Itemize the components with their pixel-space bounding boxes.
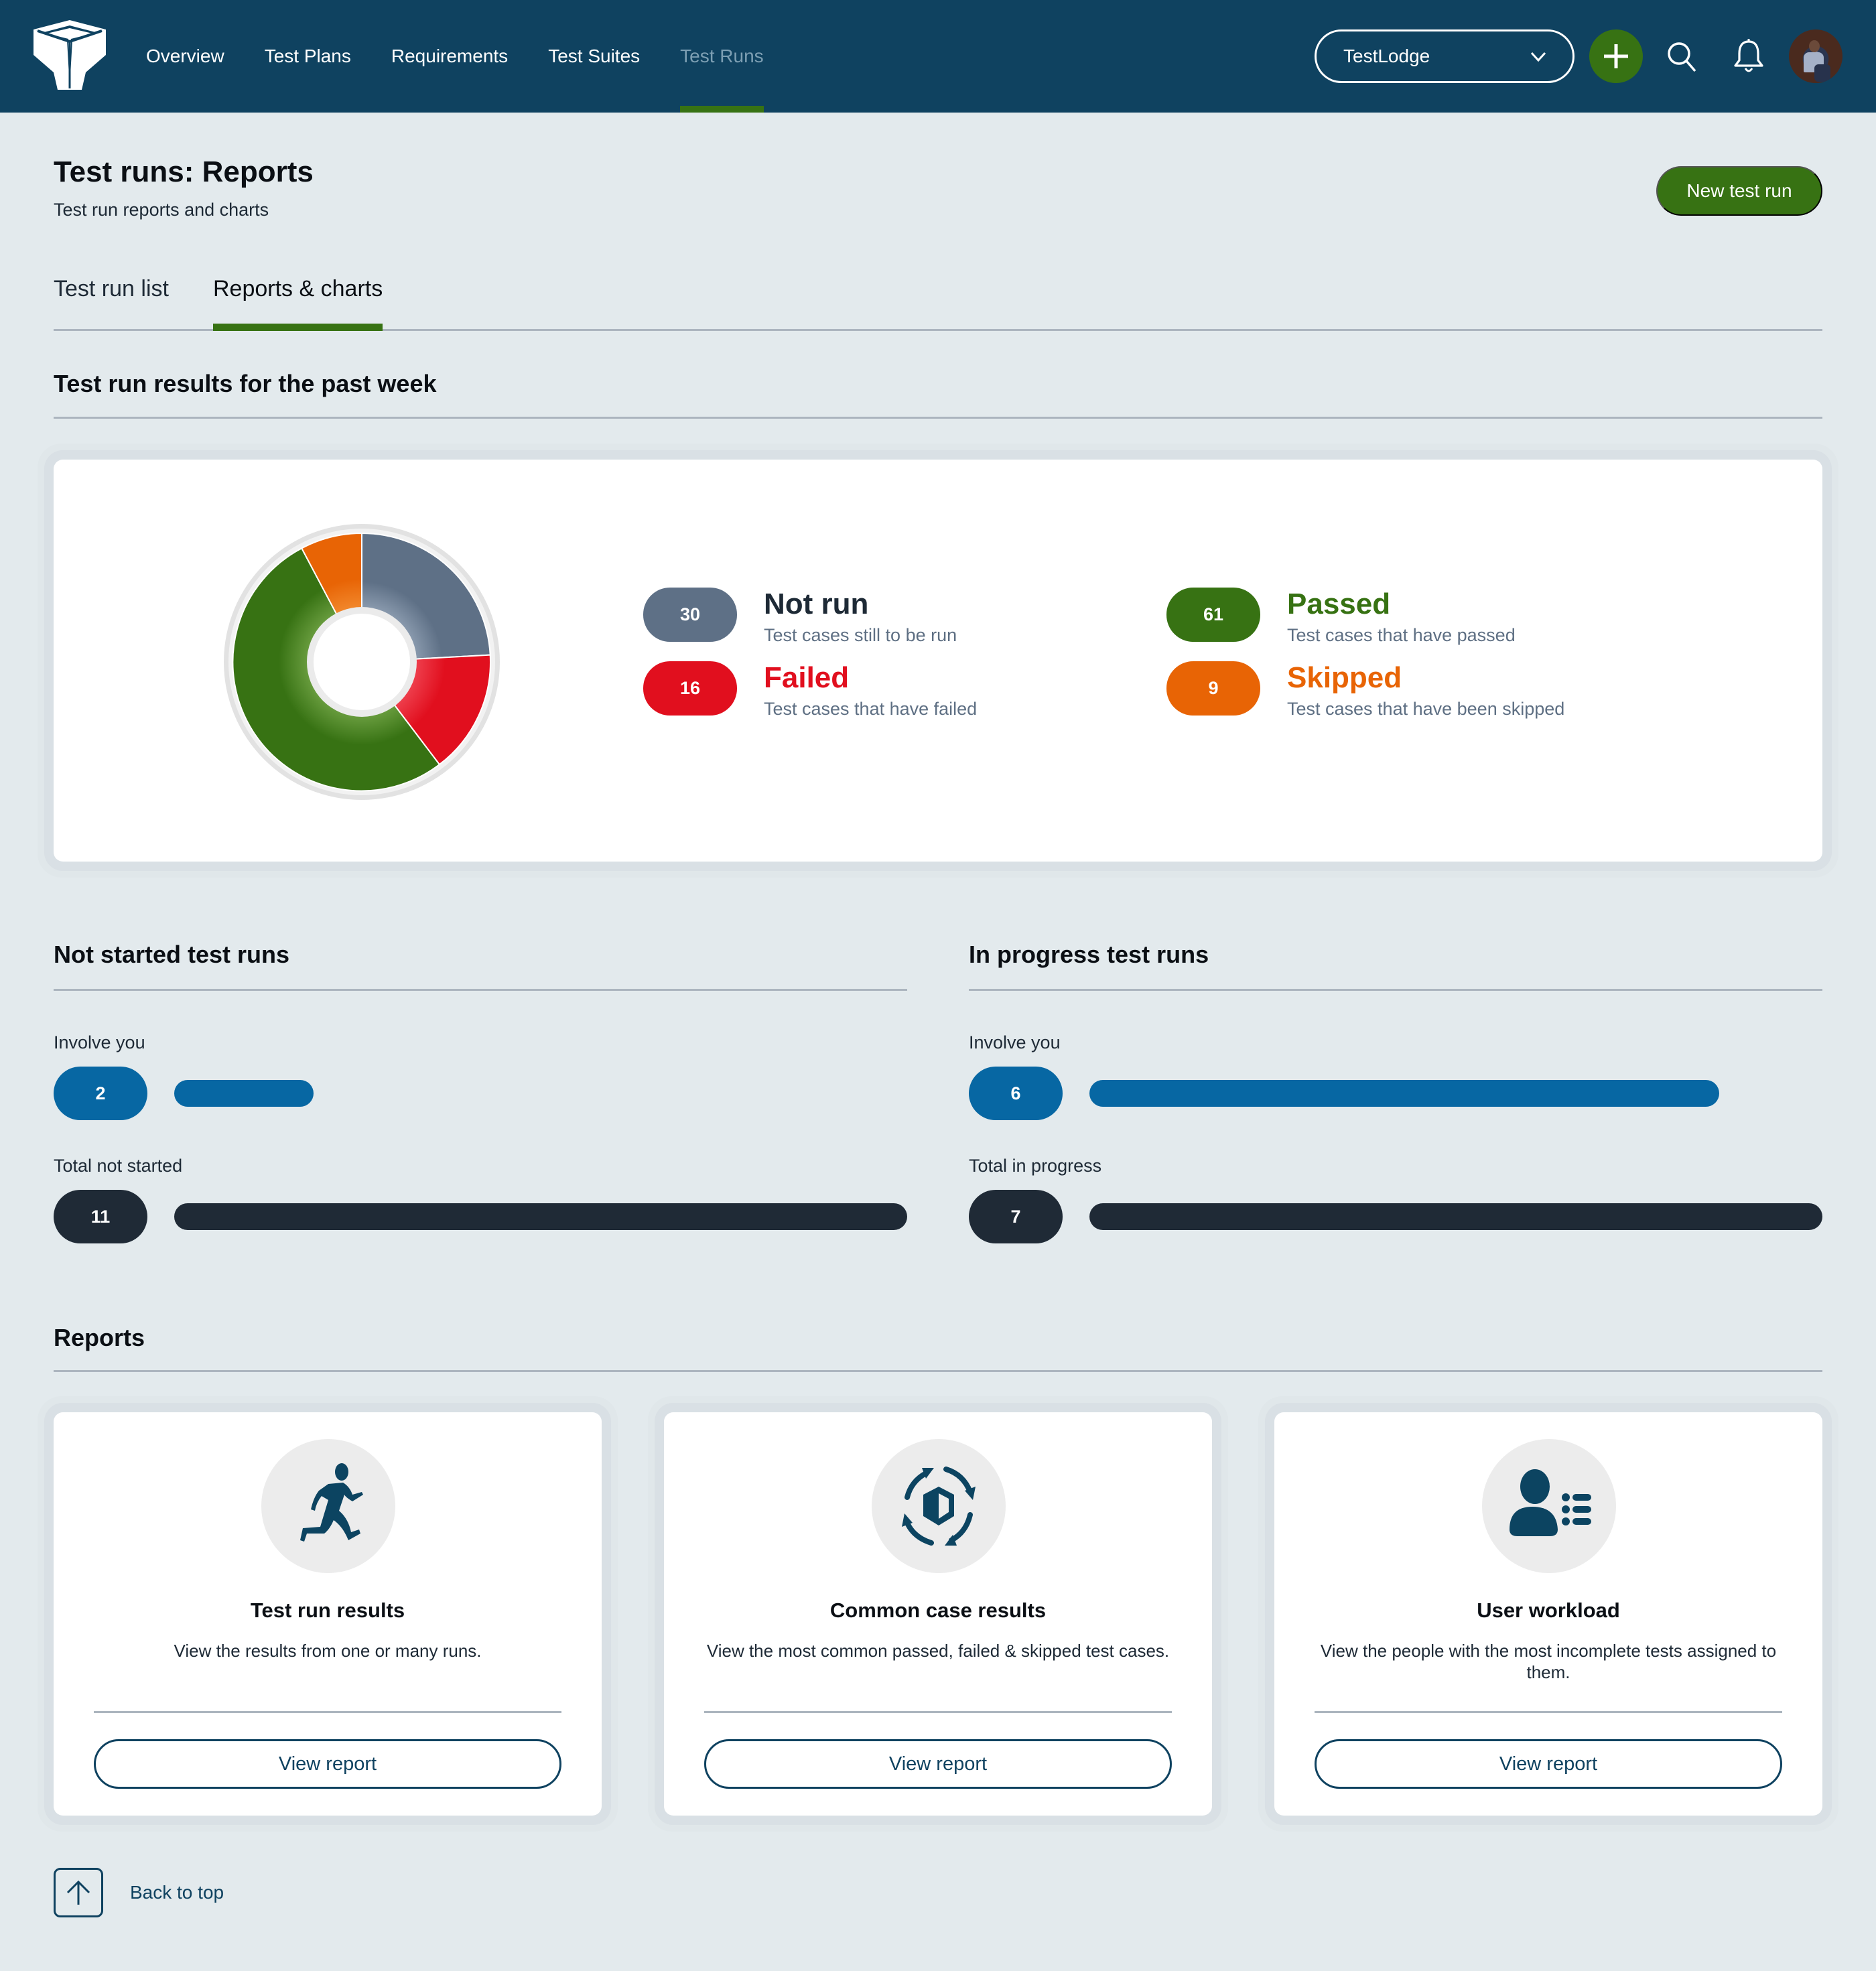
not-started-total-label: Total not started <box>54 1156 183 1176</box>
in-progress-divider <box>969 989 1822 991</box>
plus-icon <box>1604 44 1628 68</box>
legend-desc-not-run: Test cases still to be run <box>764 625 957 645</box>
tab-reports-charts[interactable]: Reports & charts <box>213 276 383 331</box>
count-badge-failed[interactable]: 16 <box>643 661 737 716</box>
project-selector-value: TestLodge <box>1343 46 1430 66</box>
report-card-common-case-results: Common case results View the most common… <box>664 1412 1212 1816</box>
nav-requirements[interactable]: Requirements <box>391 46 509 66</box>
page-tabs: Test run list Reports & charts <box>54 268 1822 331</box>
main-nav: Overview Test Plans Requirements Test Su… <box>146 0 804 113</box>
add-button[interactable] <box>1589 29 1643 83</box>
report-icon-circle <box>261 1439 395 1573</box>
results-donut-chart[interactable] <box>222 523 501 801</box>
top-navigation-bar: Overview Test Plans Requirements Test Su… <box>0 0 1876 113</box>
user-list-icon <box>1510 1469 1591 1536</box>
project-selector[interactable]: TestLodge <box>1315 29 1574 83</box>
in-progress-heading: In progress test runs <box>969 941 1209 968</box>
back-to-top-label: Back to top <box>130 1882 224 1903</box>
report-title: User workload <box>1477 1599 1620 1622</box>
count-badge-skipped[interactable]: 9 <box>1166 661 1260 716</box>
results-summary-card: 30 Not run Test cases still to be run 16… <box>54 460 1822 862</box>
legend-passed: 61 Passed Test cases that have passed <box>1166 588 1516 646</box>
notifications-button[interactable] <box>1729 36 1769 76</box>
report-card-test-run-results: Test run results View the results from o… <box>54 1412 602 1816</box>
not-started-involve-label: Involve you <box>54 1032 145 1052</box>
legend-failed: 16 Failed Test cases that have failed <box>643 661 977 720</box>
report-description: View the most common passed, failed & sk… <box>706 1641 1170 1661</box>
page-title: Test runs: Reports <box>54 155 314 188</box>
view-report-button[interactable]: View report <box>94 1739 561 1789</box>
report-card-divider <box>704 1711 1172 1713</box>
report-icon-circle <box>1482 1439 1616 1573</box>
chevron-down-icon <box>1530 52 1546 62</box>
legend-skipped: 9 Skipped Test cases that have been skip… <box>1166 661 1564 720</box>
report-card-divider <box>94 1711 561 1713</box>
search-icon <box>1668 42 1696 72</box>
nav-test-runs[interactable]: Test Runs <box>680 0 764 113</box>
arrow-up-icon <box>66 1880 90 1905</box>
not-started-heading: Not started test runs <box>54 941 290 968</box>
tab-test-run-list[interactable]: Test run list <box>54 276 169 301</box>
count-badge-not-run[interactable]: 30 <box>643 588 737 642</box>
not-started-involve-count[interactable]: 2 <box>54 1067 147 1120</box>
report-description: View the results from one or many runs. <box>174 1641 482 1661</box>
legend-label-failed: Failed <box>764 661 850 694</box>
running-person-icon <box>300 1463 363 1542</box>
not-started-divider <box>54 989 907 991</box>
in-progress-involve-bar[interactable] <box>1089 1080 1719 1107</box>
cycle-icon <box>902 1467 976 1546</box>
reports-heading: Reports <box>54 1324 145 1351</box>
legend-label-not-run: Not run <box>764 588 869 620</box>
legend-desc-passed: Test cases that have passed <box>1287 625 1516 645</box>
report-description: View the people with the most incomplete… <box>1320 1641 1777 1682</box>
back-to-top-button[interactable] <box>54 1868 103 1917</box>
avatar-head <box>1809 40 1820 52</box>
avatar-legs <box>1814 64 1830 82</box>
testlodge-logo-icon[interactable] <box>32 20 107 90</box>
count-badge-passed[interactable]: 61 <box>1166 588 1260 642</box>
in-progress-involve-label: Involve you <box>969 1032 1061 1052</box>
not-started-total-bar[interactable] <box>174 1203 907 1230</box>
in-progress-total-bar[interactable] <box>1089 1203 1822 1230</box>
legend-not-run: 30 Not run Test cases still to be run <box>643 588 957 646</box>
legend-desc-failed: Test cases that have failed <box>764 699 978 719</box>
new-test-run-button[interactable]: New test run <box>1656 166 1822 216</box>
report-icon-circle <box>872 1439 1006 1573</box>
report-card-divider <box>1315 1711 1782 1713</box>
search-button[interactable] <box>1662 36 1702 76</box>
results-heading: Test run results for the past week <box>54 370 437 397</box>
report-title: Test run results <box>250 1599 405 1622</box>
report-title: Common case results <box>829 1599 1047 1622</box>
legend-label-passed: Passed <box>1287 588 1391 620</box>
nav-overview[interactable]: Overview <box>146 46 224 66</box>
view-report-button[interactable]: View report <box>1315 1739 1782 1789</box>
user-avatar[interactable] <box>1789 29 1842 83</box>
results-divider <box>54 417 1822 419</box>
report-card-user-workload: User workload View the people with the m… <box>1274 1412 1822 1816</box>
not-started-total-count[interactable]: 11 <box>54 1190 147 1243</box>
bell-icon <box>1734 39 1763 72</box>
legend-desc-skipped: Test cases that have been skipped <box>1287 699 1565 719</box>
back-to-top-link[interactable]: Back to top <box>54 1868 224 1917</box>
in-progress-total-count[interactable]: 7 <box>969 1190 1063 1243</box>
view-report-button[interactable]: View report <box>704 1739 1172 1789</box>
legend-label-skipped: Skipped <box>1287 661 1402 694</box>
in-progress-total-label: Total in progress <box>969 1156 1102 1176</box>
not-started-involve-bar[interactable] <box>174 1080 314 1107</box>
nav-test-suites[interactable]: Test Suites <box>548 46 641 66</box>
in-progress-involve-count[interactable]: 6 <box>969 1067 1063 1120</box>
reports-divider <box>54 1370 1822 1372</box>
page-subtitle: Test run reports and charts <box>54 200 269 220</box>
nav-test-plans[interactable]: Test Plans <box>264 46 351 66</box>
